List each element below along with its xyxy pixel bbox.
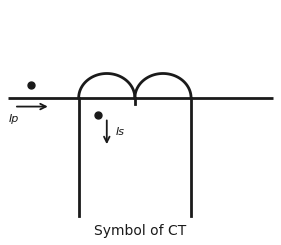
Text: Is: Is: [115, 127, 124, 137]
Text: Ip: Ip: [8, 114, 19, 124]
Text: Symbol of CT: Symbol of CT: [94, 224, 187, 238]
